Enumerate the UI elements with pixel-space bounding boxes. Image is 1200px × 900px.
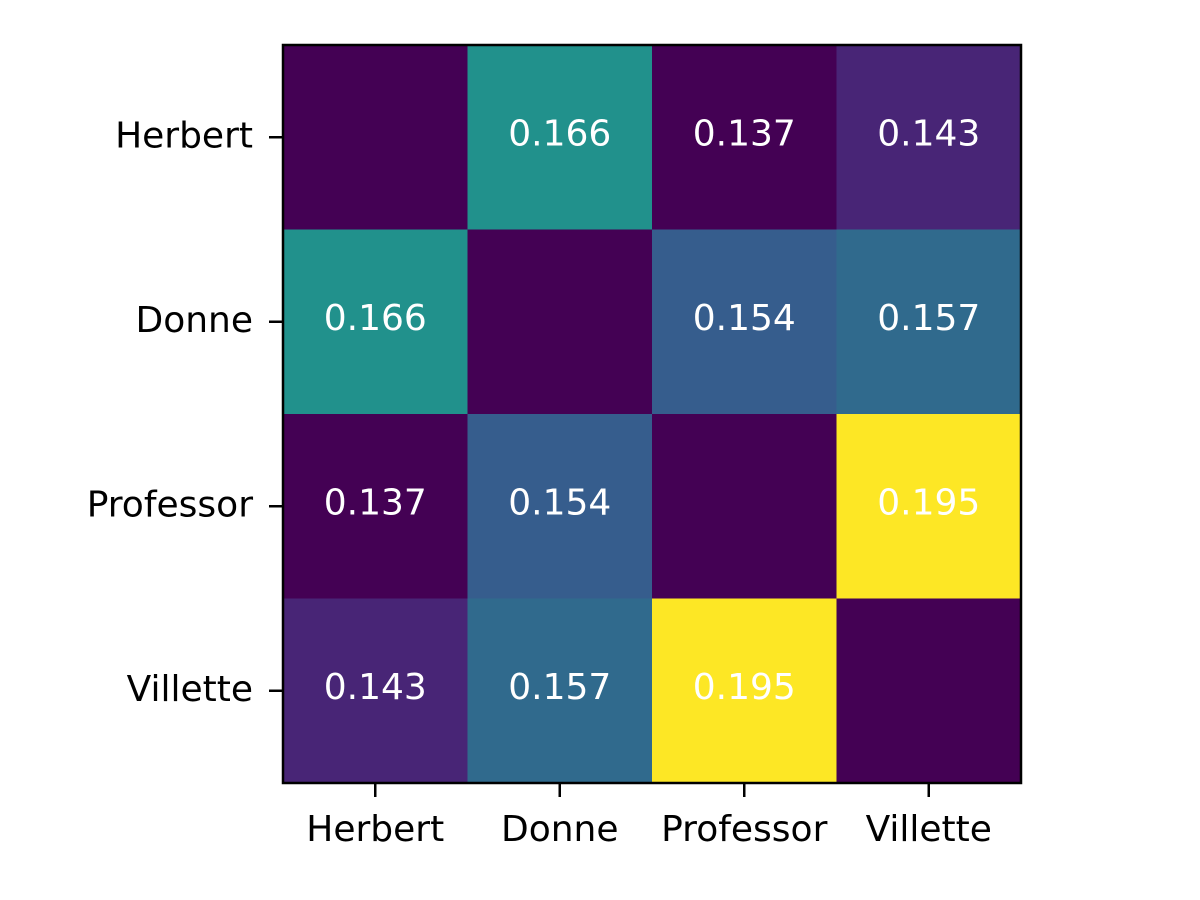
y-tick-label: Herbert [115,115,253,156]
cell-value-label: 0.157 [508,667,611,708]
cell-value-label: 0.154 [693,298,796,339]
heatmap-cell [467,598,653,784]
heatmap-cell [467,414,653,600]
cell-value-label: 0.166 [508,113,611,154]
plot-frame [281,43,1023,785]
cell-value-label: 0.195 [877,482,980,523]
x-axis: Herbert Donne Professor Villette [306,783,992,850]
cell-value-label: 0.166 [324,298,427,339]
heatmap-cell [652,45,838,231]
y-tick-label: Villette [127,669,253,710]
cell-value-label: 0.143 [877,113,980,154]
y-axis: Herbert Donne Professor Villette [87,115,283,710]
y-tick-label: Professor [87,484,253,525]
x-tick-label: Professor [661,809,827,850]
heatmap-cell [652,598,838,784]
heatmap-cell [283,598,469,784]
y-tick-label: Donne [135,300,253,341]
x-tick-label: Villette [866,809,992,850]
heatmap-cell-labels: 0.166 0.137 0.143 0.166 0.154 0.157 0.137 0.154… [324,113,981,708]
cell-value-label: 0.154 [508,482,611,523]
cell-value-label: 0.137 [324,482,427,523]
heatmap-cell [836,229,1022,415]
heatmap-cell [283,45,469,231]
heatmap-cell [283,414,469,600]
cell-value-label: 0.137 [693,113,796,154]
cell-value-label: 0.195 [693,667,796,708]
x-tick-label: Herbert [306,809,444,850]
heatmap-cell [652,414,838,600]
cell-value-label: 0.143 [324,667,427,708]
heatmap-cell [467,229,653,415]
heatmap-cell [283,229,469,415]
heatmap-cells [283,45,1022,784]
heatmap-cell [836,414,1022,600]
heatmap-cell [836,598,1022,784]
heatmap-cell [652,229,838,415]
cell-value-label: 0.157 [877,298,980,339]
heatmap-cell [836,45,1022,231]
heatmap-cell [467,45,653,231]
x-tick-label: Donne [501,809,619,850]
